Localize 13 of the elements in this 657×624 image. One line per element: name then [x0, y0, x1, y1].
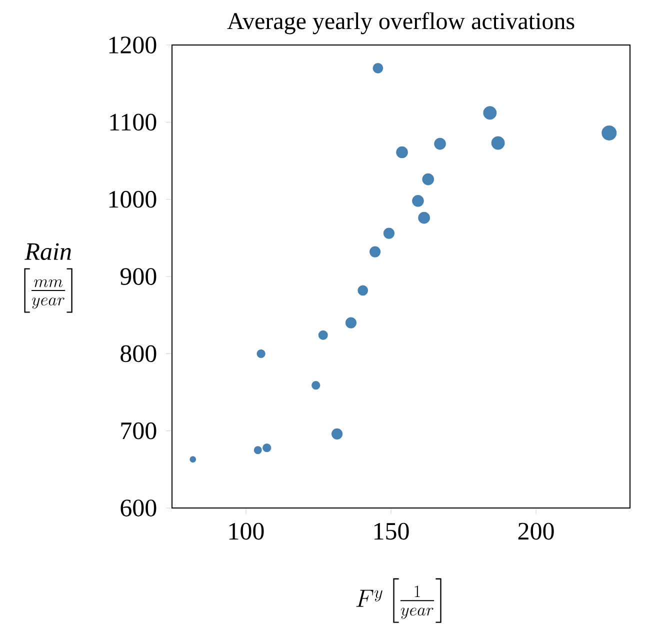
chart-title: Average yearly overflow activations — [227, 12, 574, 34]
x-tick-label: 200 — [518, 522, 554, 540]
y-tick-label: 1200 — [109, 36, 156, 54]
y-axis-title: $\begin{array}{c}\mathit{Rain}\\ \left[\frac{mm}{year}\right]\end{array}$ — [24, 243, 72, 313]
y-tick-label: 900 — [120, 268, 156, 285]
x-tick-label: 100 — [229, 522, 264, 540]
y-tick-label: 800 — [120, 345, 156, 362]
y-tick-label: 700 — [121, 422, 156, 440]
x-tick-label: 150 — [374, 522, 409, 540]
x-axis-title: $F^{y}\left[\frac{1}{year}\right]$ — [356, 578, 442, 623]
y-tick-label: 1100 — [110, 114, 156, 131]
y-tick-label: 600 — [120, 500, 156, 516]
y-tick-label: 1000 — [109, 190, 156, 208]
